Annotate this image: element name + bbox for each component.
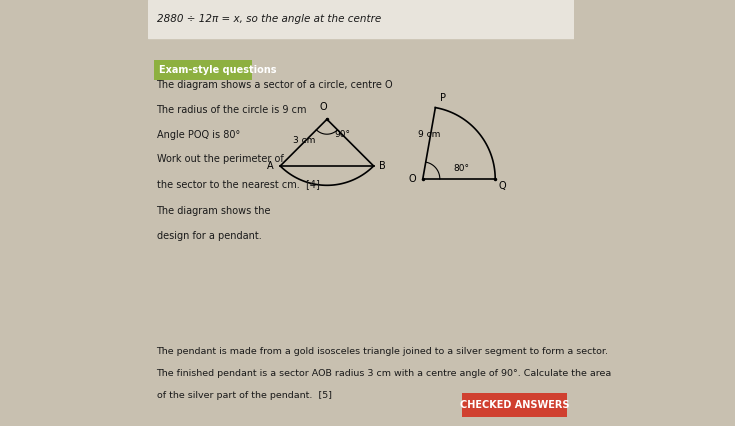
Text: The finished pendant is a sector AOB radius 3 cm with a centre angle of 90°. Cal: The finished pendant is a sector AOB rad… [157, 369, 612, 378]
Text: Exam-style questions: Exam-style questions [159, 65, 276, 75]
Text: the sector to the nearest cm.  [4]: the sector to the nearest cm. [4] [157, 179, 320, 189]
Text: CHECKED ANSWERS: CHECKED ANSWERS [459, 400, 569, 410]
Text: 9 cm: 9 cm [418, 130, 441, 139]
Text: The radius of the circle is 9 cm: The radius of the circle is 9 cm [157, 105, 307, 115]
Text: Q: Q [498, 181, 506, 191]
Text: Angle POQ is 80°: Angle POQ is 80° [157, 130, 240, 140]
Text: A: A [268, 161, 274, 171]
Text: The diagram shows a sector of a circle, centre O: The diagram shows a sector of a circle, … [157, 80, 393, 90]
Text: P: P [440, 93, 445, 104]
Text: O: O [409, 174, 417, 184]
Text: 3 cm: 3 cm [293, 136, 315, 145]
Text: of the silver part of the pendant.  [5]: of the silver part of the pendant. [5] [157, 391, 331, 400]
Text: B: B [379, 161, 385, 171]
Text: The pendant is made from a gold isosceles triangle joined to a silver segment to: The pendant is made from a gold isoscele… [157, 347, 609, 356]
Text: O: O [320, 102, 327, 112]
Text: 2880 ÷ 12π = x, so the angle at the centre: 2880 ÷ 12π = x, so the angle at the cent… [157, 14, 381, 24]
Text: design for a pendant.: design for a pendant. [157, 230, 261, 241]
Bar [148, 0, 574, 38]
Text: The diagram shows the: The diagram shows the [157, 206, 271, 216]
Text: 90°: 90° [334, 130, 351, 139]
FancyBboxPatch shape [462, 393, 567, 417]
Text: 80°: 80° [453, 164, 470, 173]
FancyBboxPatch shape [154, 60, 252, 80]
Text: Work out the perimeter of: Work out the perimeter of [157, 154, 283, 164]
